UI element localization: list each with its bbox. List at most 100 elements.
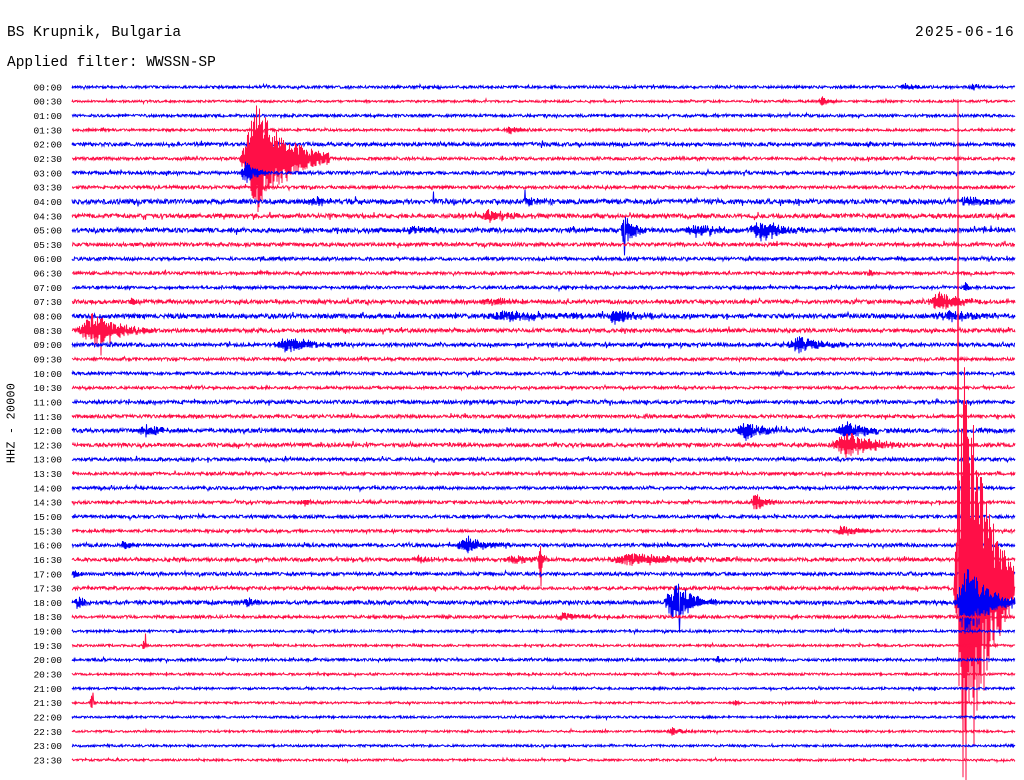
time-label-20-00: 20:00: [33, 655, 62, 666]
trace-14-30: [71, 494, 1016, 510]
time-label-07-30: 07:30: [33, 297, 62, 308]
time-label-10-30: 10:30: [33, 383, 62, 394]
trace-17-30: [71, 99, 1016, 780]
time-label-10-00: 10:00: [33, 369, 62, 380]
time-label-14-00: 14:00: [33, 483, 62, 494]
trace-03-00: [71, 161, 1016, 183]
trace-19-30: [71, 633, 1016, 650]
trace-22-30: [71, 727, 1016, 736]
trace-23-30: [71, 756, 1016, 764]
time-label-21-00: 21:00: [33, 684, 62, 695]
trace-14-00: [71, 483, 1016, 493]
time-label-15-00: 15:00: [33, 512, 62, 523]
time-label-06-00: 06:00: [33, 254, 62, 265]
time-label-07-00: 07:00: [33, 283, 62, 294]
trace-08-30: [71, 313, 1016, 356]
time-label-00-30: 00:30: [33, 97, 62, 108]
trace-04-00: [71, 189, 1016, 207]
trace-15-00: [71, 512, 1016, 522]
trace-13-00: [71, 455, 1016, 464]
trace-21-00: [71, 684, 1016, 692]
time-label-19-30: 19:30: [33, 641, 62, 652]
time-label-16-30: 16:30: [33, 555, 62, 566]
trace-04-30: [71, 209, 1016, 223]
trace-21-30: [71, 692, 1016, 709]
time-label-13-30: 13:30: [33, 469, 62, 480]
trace-15-30: [71, 525, 1016, 536]
trace-16-30: [71, 546, 1016, 587]
time-label-19-00: 19:00: [33, 627, 62, 638]
time-label-08-30: 08:30: [33, 326, 62, 337]
time-label-01-30: 01:30: [33, 125, 62, 136]
trace-17-00: [71, 569, 1016, 579]
trace-lines: [71, 82, 1016, 780]
time-label-22-00: 22:00: [33, 713, 62, 724]
trace-09-00: [71, 336, 1016, 354]
time-label-20-30: 20:30: [33, 670, 62, 681]
trace-02-00: [71, 140, 1016, 148]
trace-18-00: [71, 569, 1016, 634]
time-label-23-00: 23:00: [33, 741, 62, 752]
trace-08-00: [71, 310, 1016, 325]
trace-01-30: [71, 126, 1016, 135]
trace-07-00: [71, 282, 1016, 293]
trace-16-00: [71, 535, 1016, 554]
time-label-18-00: 18:00: [33, 598, 62, 609]
trace-20-30: [71, 670, 1016, 678]
trace-05-30: [72, 240, 1015, 249]
trace-18-30: [71, 612, 1016, 621]
time-label-03-30: 03:30: [33, 183, 62, 194]
trace-19-00: [71, 627, 1016, 636]
time-label-18-30: 18:30: [33, 612, 62, 623]
time-label-08-00: 08:00: [33, 312, 62, 323]
time-label-22-30: 22:30: [33, 727, 62, 738]
station-title: BS Krupnik, Bulgaria: [7, 25, 181, 41]
time-label-05-30: 05:30: [33, 240, 62, 251]
trace-06-00: [71, 254, 1016, 263]
time-label-11-30: 11:30: [33, 412, 62, 423]
time-label-04-30: 04:30: [33, 211, 62, 222]
trace-00-00: [71, 82, 1016, 91]
trace-06-30: [71, 269, 1016, 278]
time-label-03-00: 03:00: [33, 168, 62, 179]
time-label-02-30: 02:30: [33, 154, 62, 165]
trace-13-30: [71, 469, 1016, 478]
time-label-01-00: 01:00: [33, 111, 62, 122]
time-label-05-00: 05:00: [33, 226, 62, 237]
trace-01-00: [71, 111, 1016, 120]
trace-22-00: [71, 714, 1016, 722]
trace-11-00: [72, 397, 1016, 407]
trace-03-30: [71, 183, 1016, 192]
time-label-21-30: 21:30: [33, 698, 62, 709]
trace-05-00: [71, 217, 1016, 256]
date-label: 2025-06-16: [915, 25, 1015, 41]
time-label-02-00: 02:00: [33, 140, 62, 151]
trace-23-00: [71, 742, 1016, 750]
filter-label: Applied filter: WWSSN-SP: [7, 55, 216, 71]
trace-02-30: [71, 105, 1016, 213]
trace-00-30: [71, 96, 1016, 106]
time-label-23-30: 23:30: [33, 755, 62, 766]
time-labels: 00:00 00:30 01:00 01:30 02:00 02:30 03:00 03:30…: [33, 82, 62, 766]
trace-12-00: [71, 421, 1016, 441]
trace-10-00: [71, 369, 1016, 379]
trace-12-30: [72, 432, 1016, 458]
time-label-13-00: 13:00: [33, 455, 62, 466]
trace-10-30: [71, 383, 1015, 392]
time-label-16-00: 16:00: [33, 541, 62, 552]
time-label-17-00: 17:00: [33, 569, 62, 580]
time-label-17-30: 17:30: [33, 584, 62, 595]
time-label-11-00: 11:00: [33, 397, 62, 408]
time-label-09-30: 09:30: [33, 355, 62, 366]
time-label-09-00: 09:00: [33, 340, 62, 351]
time-label-14-30: 14:30: [33, 498, 62, 509]
time-label-00-00: 00:00: [33, 82, 62, 93]
channel-axis-label: HHZ - 20000: [6, 383, 19, 463]
trace-09-30: [71, 355, 1016, 364]
trace-07-30: [71, 291, 1016, 310]
time-label-12-30: 12:30: [33, 440, 62, 451]
time-label-12-00: 12:00: [33, 426, 62, 437]
trace-20-00: [71, 655, 1016, 665]
